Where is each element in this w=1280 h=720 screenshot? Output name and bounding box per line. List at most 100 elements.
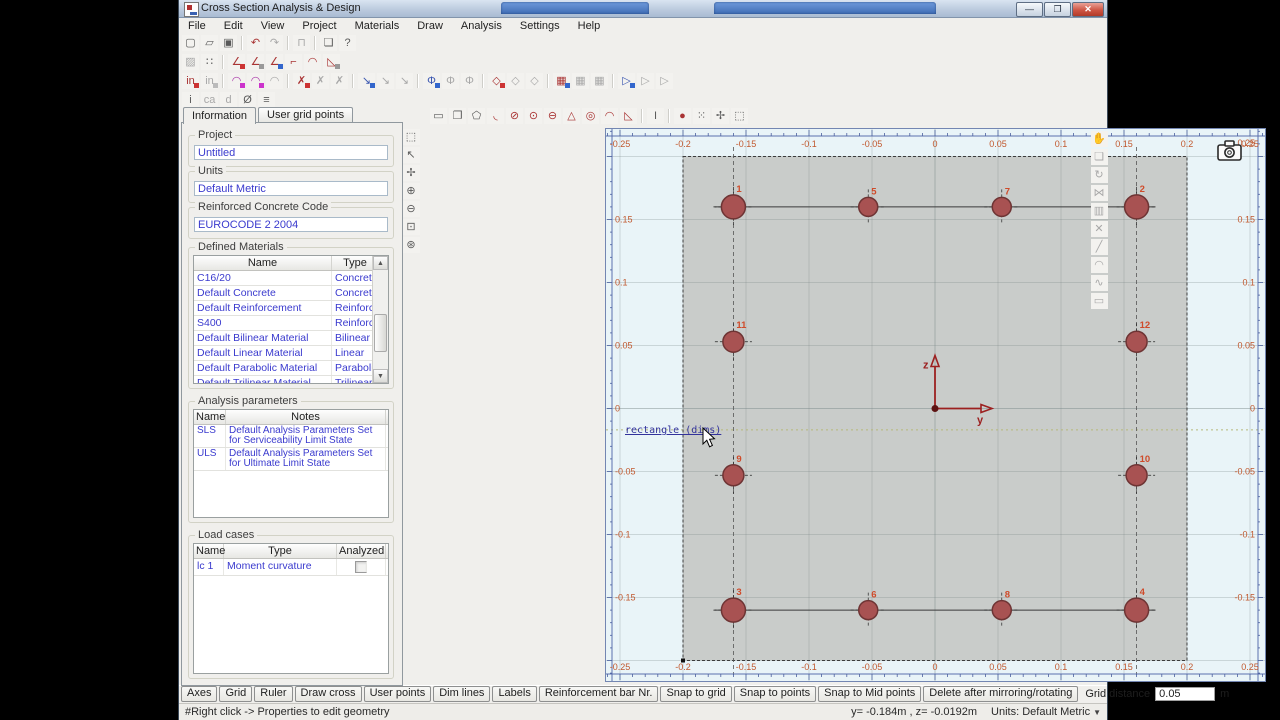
scroll-down-icon[interactable]: ▼ bbox=[373, 369, 388, 383]
table-row[interactable]: Default Trilinear Material Trilinear bbox=[194, 376, 388, 383]
draw-wedge-icon[interactable]: ◺ bbox=[620, 108, 637, 124]
zoom-out-icon[interactable]: ⊖ bbox=[402, 201, 420, 217]
toggle-reinforcement-bar-nr-[interactable]: Reinforcement bar Nr. bbox=[538, 686, 659, 702]
select-rect-icon[interactable]: ⬚ bbox=[402, 129, 420, 145]
redo-icon[interactable]: ↷ bbox=[266, 35, 283, 51]
rebar-6[interactable] bbox=[857, 599, 879, 621]
draw-corner-icon[interactable]: ⌐ bbox=[285, 54, 302, 70]
minimize-button[interactable]: — bbox=[1016, 2, 1043, 17]
rebar-shape-c-icon[interactable]: ◇ bbox=[526, 73, 543, 89]
delete-rebar-a-icon[interactable]: ✗ bbox=[293, 73, 310, 89]
delete-item-icon[interactable]: ✕ bbox=[1090, 221, 1108, 237]
units-input[interactable] bbox=[194, 181, 388, 196]
ibeam-section-icon[interactable]: I bbox=[647, 108, 664, 124]
rebar-flag-b-icon[interactable]: ▷ bbox=[637, 73, 654, 89]
help-doc-icon[interactable]: ? bbox=[339, 35, 356, 51]
rebar-2[interactable] bbox=[1123, 194, 1150, 220]
draw-polyline-icon[interactable]: ∠ bbox=[247, 54, 264, 70]
zoom-window-icon[interactable]: ⊡ bbox=[402, 219, 420, 235]
concentric-circles-icon[interactable]: ◎ bbox=[582, 108, 599, 124]
rebar-5[interactable] bbox=[857, 196, 879, 218]
circle-minus-icon[interactable]: ⊖ bbox=[544, 108, 561, 124]
table-row[interactable]: SLS Default Analysis Parameters Set for S… bbox=[194, 425, 388, 448]
open-file-icon[interactable]: ▱ bbox=[201, 35, 218, 51]
toggle-dim-lines[interactable]: Dim lines bbox=[433, 686, 491, 702]
draw-angle-box-icon[interactable]: ◺ bbox=[323, 54, 340, 70]
refresh-view-icon[interactable]: ↻ bbox=[1090, 167, 1108, 183]
menu-project[interactable]: Project bbox=[302, 19, 337, 32]
toggle-axes[interactable]: Axes bbox=[181, 686, 218, 702]
table-row[interactable]: Default ReinforcementReinforcement bbox=[194, 301, 388, 316]
draw-bent-bar-icon[interactable]: ◟ bbox=[487, 108, 504, 124]
table-row[interactable]: S400Reinforcement bbox=[194, 316, 388, 331]
fill-square-icon[interactable]: ▨ bbox=[182, 54, 199, 70]
table-row[interactable]: C16/20 Concrete bbox=[194, 271, 388, 286]
move-rebar-b-icon[interactable]: ↘ bbox=[377, 73, 394, 89]
toggle-user-points[interactable]: User points bbox=[363, 686, 432, 702]
analyzed-checkbox[interactable] bbox=[355, 561, 367, 573]
draw-rect-double-icon[interactable]: ❐ bbox=[449, 108, 466, 124]
rebar-9[interactable] bbox=[722, 464, 745, 487]
table-row[interactable]: lc 1 Moment curvature bbox=[194, 559, 388, 576]
doc-info-icon[interactable]: i bbox=[182, 92, 199, 108]
draw-segment-icon[interactable]: ╱ bbox=[1090, 239, 1108, 255]
insert-node-b-icon[interactable]: in bbox=[201, 73, 218, 89]
delete-rebar-b-icon[interactable]: ✗ bbox=[312, 73, 329, 89]
toggle-snap-to-grid[interactable]: Snap to grid bbox=[660, 686, 732, 702]
rebar-flag-a-icon[interactable]: ▷ bbox=[618, 73, 635, 89]
grid-distance-input[interactable] bbox=[1155, 687, 1216, 701]
arc-rebar-a-icon[interactable]: ◠ bbox=[228, 73, 245, 89]
tab-information[interactable]: Information bbox=[183, 107, 257, 124]
project-input[interactable] bbox=[194, 145, 388, 160]
doc-calc-icon[interactable]: ca bbox=[201, 92, 218, 108]
rebar-8[interactable] bbox=[991, 599, 1013, 621]
title-bar[interactable]: Cross Section Analysis & Design — ❐ ✕ bbox=[179, 0, 1107, 18]
move-rebar-a-icon[interactable]: ↘ bbox=[358, 73, 375, 89]
lock-icon[interactable]: ⊓ bbox=[293, 35, 310, 51]
draw-polygon-icon[interactable]: ⬠ bbox=[468, 108, 485, 124]
draw-line-icon[interactable]: ∠ bbox=[228, 54, 245, 70]
save-file-icon[interactable]: ▣ bbox=[220, 35, 237, 51]
rebar-11[interactable] bbox=[722, 330, 745, 353]
draw-line-point-icon[interactable]: ∠ bbox=[266, 54, 283, 70]
mirror-icon[interactable]: ⋈ bbox=[1090, 185, 1108, 201]
restore-button[interactable]: ❐ bbox=[1044, 2, 1071, 17]
rebar-group-c-icon[interactable]: ▦ bbox=[591, 73, 608, 89]
toggle-labels[interactable]: Labels bbox=[492, 686, 537, 702]
rebar-12[interactable] bbox=[1125, 330, 1148, 353]
rebar-flag-c-icon[interactable]: ▷ bbox=[656, 73, 673, 89]
toggle-delete-after-mirroring-rotating[interactable]: Delete after mirroring/rotating bbox=[923, 686, 1079, 702]
materials-table[interactable]: Name Type C16/20 Concrete Default Concrete Co… bbox=[193, 255, 389, 384]
rebar-line-icon[interactable]: ⁙ bbox=[693, 108, 710, 124]
load-cases-table[interactable]: Name Type Analyzed lc 1 Moment curvature bbox=[193, 543, 389, 674]
scroll-up-icon[interactable]: ▲ bbox=[373, 256, 388, 270]
toggle-draw-cross[interactable]: Draw cross bbox=[294, 686, 362, 702]
pan-move-icon[interactable]: ✢ bbox=[402, 165, 420, 181]
zoom-in-icon[interactable]: ⊕ bbox=[402, 183, 420, 199]
copy-view-icon[interactable]: ❏ bbox=[1090, 149, 1108, 165]
new-file-icon[interactable]: ▢ bbox=[182, 35, 199, 51]
menu-settings[interactable]: Settings bbox=[519, 19, 560, 32]
table-row[interactable]: Default Linear Material Linear bbox=[194, 346, 388, 361]
draw-arc2-icon[interactable]: ◠ bbox=[1090, 257, 1108, 273]
scroll-thumb[interactable] bbox=[374, 314, 387, 352]
units-dropdown[interactable]: Units: Default Metric ▼ bbox=[991, 706, 1101, 718]
close-button[interactable]: ✕ bbox=[1072, 2, 1104, 17]
draw-free-icon[interactable]: ∿ bbox=[1090, 275, 1108, 291]
delete-rebar-c-icon[interactable]: ✗ bbox=[331, 73, 348, 89]
menu-edit[interactable]: Edit bbox=[223, 19, 243, 32]
tab-user-grid-points[interactable]: User grid points bbox=[258, 107, 354, 124]
arrange-layers-icon[interactable]: ▥ bbox=[1090, 203, 1108, 219]
draw-rect-icon[interactable]: ▭ bbox=[430, 108, 447, 124]
draw-triangle-icon[interactable]: △ bbox=[563, 108, 580, 124]
rebar-point-icon[interactable]: ● bbox=[674, 108, 691, 124]
select-box-icon[interactable]: ⬚ bbox=[731, 108, 748, 124]
table-row[interactable]: Default Parabolic Material Parabolic bbox=[194, 361, 388, 376]
move-points-icon[interactable]: ✢ bbox=[712, 108, 729, 124]
materials-scrollbar[interactable]: ▲ ▼ bbox=[372, 256, 388, 383]
rebar-group-b-icon[interactable]: ▦ bbox=[572, 73, 589, 89]
menu-draw[interactable]: Draw bbox=[417, 19, 443, 32]
draw-arc-icon[interactable]: ◠ bbox=[601, 108, 618, 124]
rebar-diameter-c-icon[interactable]: Φ bbox=[461, 73, 478, 89]
rebar-4[interactable] bbox=[1123, 597, 1150, 623]
